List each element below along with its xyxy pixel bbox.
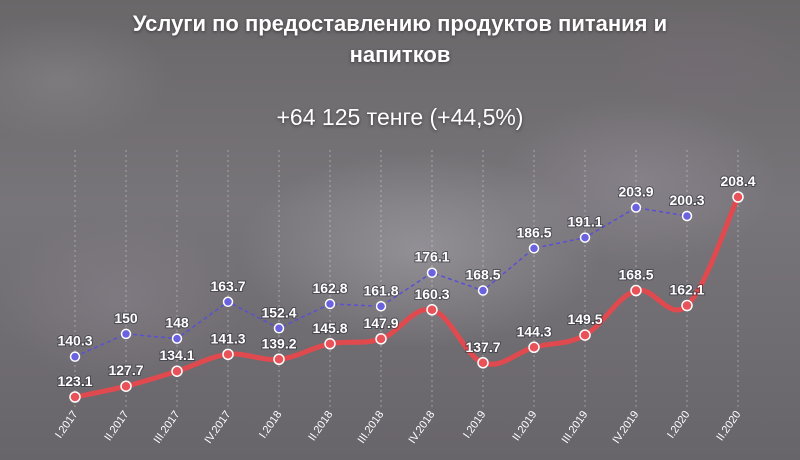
data-point-upper: [528, 243, 540, 254]
data-label-upper: 186.5: [516, 224, 551, 240]
chart-subtitle: +64 125 тенге (+44,5%): [276, 104, 524, 130]
data-label-upper: 148: [165, 315, 189, 331]
data-point-lower: [120, 380, 132, 392]
data-point-lower: [324, 338, 336, 350]
data-point-upper: [426, 267, 438, 278]
data-point-upper: [120, 328, 132, 340]
data-label-lower: 208.4: [720, 173, 755, 189]
data-labels: 140.3 150 148 163.7 152.4 162.8 161.8 176.1 168.…: [56, 172, 756, 390]
data-label-lower: 137.7: [465, 339, 500, 355]
data-label-upper: 161.8: [363, 282, 398, 298]
x-tick-label: I.2017: [53, 409, 80, 441]
data-point-lower: [681, 299, 693, 312]
data-label-upper: 176.1: [414, 249, 449, 265]
x-tick-label: II.2019: [510, 409, 539, 443]
data-point-lower: [477, 357, 489, 369]
x-tick-label: III.2019: [560, 409, 591, 446]
data-label-lower: 139.2: [261, 335, 296, 351]
x-tick-label: II.2020: [714, 409, 743, 443]
data-point-upper: [171, 333, 183, 344]
data-point-lower: [579, 329, 591, 341]
data-point-upper: [69, 351, 81, 362]
data-label-upper: 162.8: [312, 280, 347, 296]
data-label-lower: 123.1: [57, 373, 92, 389]
data-label-lower: 145.8: [312, 320, 347, 336]
data-label-upper: 203.9: [618, 184, 653, 200]
x-tick-label: III.2018: [356, 409, 387, 446]
data-point-lower: [732, 191, 744, 203]
data-point-upper: [375, 301, 387, 312]
data-label-upper: 150: [114, 310, 138, 326]
data-point-lower: [630, 284, 642, 297]
data-point-upper: [630, 202, 642, 213]
data-point-lower: [375, 333, 387, 345]
data-label-upper: 191.1: [567, 214, 602, 230]
x-tick-label: I.2019: [461, 409, 488, 441]
data-label-lower: 162.1: [669, 282, 704, 298]
data-point-lower: [222, 348, 234, 361]
data-point-upper: [681, 210, 693, 222]
data-label-lower: 141.3: [210, 330, 245, 346]
x-tick-label: IV.2019: [610, 409, 641, 446]
x-tick-label: II.2018: [306, 409, 335, 443]
data-point-lower: [171, 365, 183, 377]
x-axis-ticks: I.2017 II.2017 III.2017 IV.2017 I.2018 II.201…: [53, 409, 743, 446]
chart-title-line-2: напитков: [349, 42, 451, 67]
x-tick-label: III.2017: [152, 409, 183, 446]
data-point-lower: [69, 391, 81, 403]
data-point-upper: [324, 298, 336, 310]
x-tick-label: II.2017: [102, 409, 131, 443]
chart-title-line-1: Услуги по предоставлению продуктов питан…: [132, 11, 668, 36]
x-tick-label: I.2018: [257, 409, 284, 441]
data-point-lower: [426, 304, 438, 316]
data-label-upper: 168.5: [465, 267, 500, 283]
data-point-upper: [477, 285, 489, 296]
x-tick-label: IV.2017: [202, 409, 233, 446]
data-point-upper: [222, 296, 234, 308]
x-tick-label: I.2020: [665, 409, 692, 441]
data-point-lower: [273, 353, 285, 366]
data-point-upper: [579, 232, 591, 243]
data-label-lower: 160.3: [414, 286, 449, 302]
data-label-lower: 147.9: [363, 315, 398, 331]
data-point-lower: [528, 341, 540, 354]
data-label-upper: 200.3: [669, 192, 704, 208]
data-label-lower: 168.5: [618, 267, 653, 283]
data-label-upper: 163.7: [210, 278, 245, 294]
data-label-upper: 140.3: [57, 333, 92, 349]
data-label-lower: 144.3: [516, 323, 551, 339]
data-label-upper: 152.4: [261, 304, 296, 320]
data-point-upper: [273, 323, 285, 334]
data-label-lower: 127.7: [108, 362, 143, 378]
data-label-lower: 134.1: [159, 347, 194, 363]
data-points: [69, 191, 744, 403]
x-tick-label: IV.2018: [406, 409, 437, 446]
data-label-lower: 149.5: [567, 311, 602, 327]
chart-title: Услуги по предоставлению продуктов питан…: [0, 8, 800, 70]
